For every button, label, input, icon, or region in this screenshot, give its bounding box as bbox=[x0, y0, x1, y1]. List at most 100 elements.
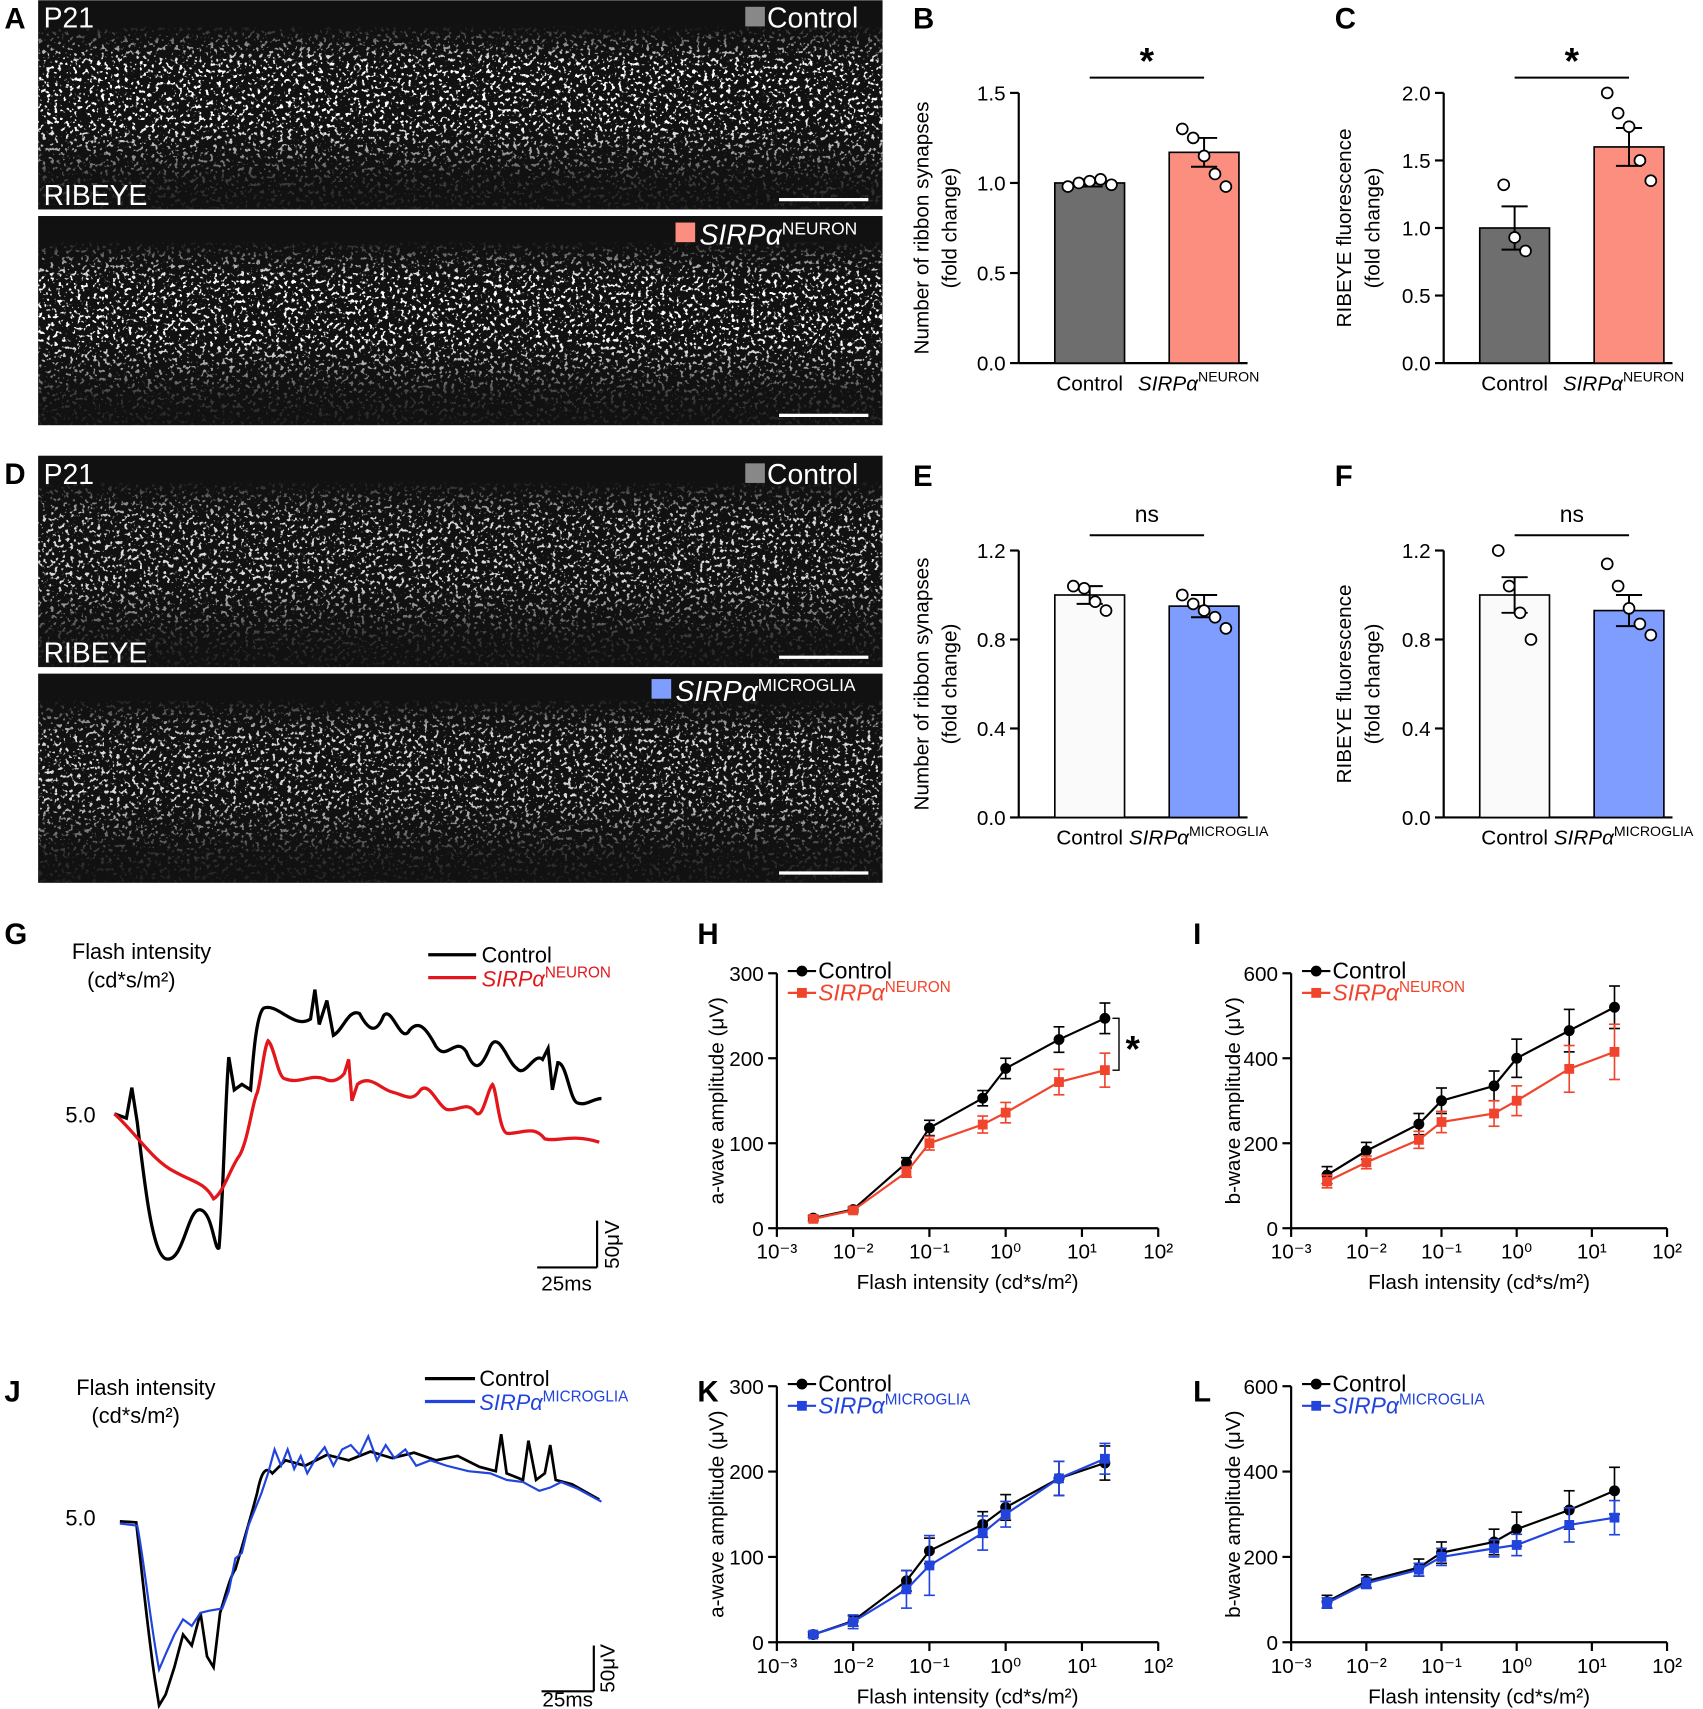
y-tick-label: 600 bbox=[1244, 963, 1279, 986]
micrograph-a: A P21 Control RIBEYE SIRPαNEURON bbox=[4, 0, 883, 426]
intensity-label: 5.0 bbox=[65, 1506, 95, 1531]
marker bbox=[848, 1205, 859, 1216]
x-tick-label: 10¹ bbox=[1577, 1241, 1607, 1264]
data-point bbox=[1519, 244, 1532, 258]
y-axis-label: RIBEYE fluorescence bbox=[1333, 129, 1356, 328]
bar bbox=[1053, 182, 1126, 364]
x-tick-label: 10² bbox=[1143, 1655, 1173, 1678]
series-line bbox=[1326, 1050, 1615, 1183]
legend-swatch bbox=[745, 463, 765, 483]
mutant-name: SIRPα bbox=[700, 219, 783, 251]
data-point bbox=[1197, 149, 1211, 163]
marker bbox=[808, 1213, 819, 1224]
legend-marker bbox=[796, 1378, 808, 1390]
label-superscript: NEURON bbox=[1623, 370, 1684, 386]
marker bbox=[1322, 1598, 1332, 1608]
label-name: SIRPα bbox=[1554, 827, 1615, 850]
data-point bbox=[1633, 154, 1647, 167]
marker bbox=[1361, 1578, 1372, 1589]
mutant-trace bbox=[113, 1038, 600, 1202]
label-superscript: NEURON bbox=[1198, 370, 1259, 386]
legend-marker bbox=[797, 1400, 807, 1411]
y-tick-label: 200 bbox=[729, 1048, 764, 1071]
flash-label: Flash intensity bbox=[76, 1375, 215, 1400]
x-tick-label: 10⁻¹ bbox=[909, 1655, 950, 1678]
bar bbox=[1053, 594, 1126, 819]
data-point bbox=[1099, 604, 1113, 617]
x-tick-label: 10⁻³ bbox=[1271, 1241, 1312, 1264]
y-axis-label: Number of ribbon synapses bbox=[910, 102, 933, 355]
legend-text: Control bbox=[1333, 958, 1407, 984]
y-tick-label: 0.0 bbox=[977, 353, 1006, 376]
label: SIRPαMICROGLIA bbox=[1554, 824, 1694, 850]
marker bbox=[1000, 1509, 1011, 1520]
marker bbox=[1488, 1080, 1500, 1092]
y-tick-label: 1.2 bbox=[977, 540, 1006, 563]
data-point bbox=[1644, 174, 1658, 188]
x-tick-label: 10⁻² bbox=[1346, 1241, 1387, 1264]
data-point bbox=[1077, 582, 1091, 595]
panel-letter: D bbox=[4, 458, 25, 491]
label-superscript: MICROGLIA bbox=[1614, 824, 1694, 840]
y-tick-label: 1.5 bbox=[977, 83, 1006, 106]
marker bbox=[1563, 1025, 1575, 1037]
marker bbox=[1609, 1046, 1620, 1057]
legend-superscript: NEURON bbox=[545, 965, 611, 982]
legend-name: SIRPα bbox=[482, 966, 546, 991]
y-axis-label: (fold change) bbox=[1361, 624, 1384, 745]
legend-marker bbox=[1310, 965, 1322, 977]
panel-letter: I bbox=[1193, 918, 1201, 951]
y-axis-label: b-wave amplitude (μV) bbox=[1222, 1411, 1245, 1618]
marker bbox=[1511, 1052, 1523, 1064]
marker bbox=[901, 1167, 912, 1178]
x-tick-label: 10⁻¹ bbox=[1421, 1241, 1462, 1264]
age-label: P21 bbox=[44, 459, 94, 491]
marker bbox=[1436, 1117, 1447, 1127]
data-point bbox=[1186, 131, 1200, 145]
data-point bbox=[1633, 617, 1647, 631]
marker bbox=[1511, 1540, 1522, 1550]
stain-label: RIBEYE bbox=[44, 638, 148, 670]
marker bbox=[1609, 1001, 1620, 1013]
marker bbox=[1360, 1145, 1372, 1157]
chart-bar: B 0.0 0.5 1.0 1.5 Number of ribbon synapses (f… bbox=[910, 3, 1259, 396]
data-point bbox=[1175, 122, 1189, 136]
mutant-label: SIRPαMICROGLIA bbox=[676, 675, 856, 708]
panel-letter: J bbox=[4, 1375, 20, 1408]
micrograph-d: D P21 Control RIBEYE SIRPαMICROGLIA bbox=[4, 455, 883, 883]
series-line bbox=[812, 1461, 1106, 1636]
marker bbox=[1564, 1520, 1575, 1530]
label: SIRPαMICROGLIA bbox=[1333, 1392, 1486, 1419]
annotation: ns bbox=[1560, 501, 1584, 527]
marker bbox=[923, 1122, 935, 1134]
label-name: SIRPα bbox=[1333, 1392, 1400, 1418]
x-tick-label: 10⁻¹ bbox=[909, 1241, 950, 1264]
panel-letter: B bbox=[913, 3, 934, 36]
marker bbox=[1413, 1134, 1424, 1145]
marker bbox=[1100, 1065, 1110, 1076]
label-superscript: MICROGLIA bbox=[1189, 824, 1269, 840]
series-line bbox=[812, 1457, 1106, 1636]
y-axis-label: a-wave amplitude (μV) bbox=[705, 1411, 728, 1618]
marker bbox=[1053, 1034, 1065, 1046]
y-tick-label: 0.8 bbox=[1402, 629, 1431, 652]
scale-label: 25ms bbox=[542, 1689, 593, 1709]
y-tick-label: 0.4 bbox=[1402, 718, 1431, 741]
flash-label: (cd*s/m²) bbox=[92, 1403, 180, 1428]
data-point bbox=[1208, 610, 1222, 624]
y-tick-label: 400 bbox=[1244, 1048, 1279, 1071]
series-line bbox=[813, 1017, 1106, 1220]
mutant-trace bbox=[119, 1433, 602, 1674]
chart-bar: C 0.0 0.5 1.0 1.5 2.0 RIBEYE fluorescence (fold… bbox=[1333, 3, 1684, 396]
label-name: SIRPα bbox=[1138, 372, 1199, 395]
marker bbox=[1361, 1157, 1372, 1168]
data-point bbox=[1513, 606, 1527, 620]
y-tick-label: 0 bbox=[752, 1632, 764, 1655]
y-tick-label: 0.5 bbox=[1402, 285, 1431, 308]
x-tick-label: 10¹ bbox=[1067, 1241, 1097, 1264]
marker bbox=[1436, 1552, 1447, 1562]
data-point bbox=[1600, 86, 1614, 100]
marker bbox=[1099, 1012, 1111, 1024]
image-texture bbox=[38, 216, 883, 426]
